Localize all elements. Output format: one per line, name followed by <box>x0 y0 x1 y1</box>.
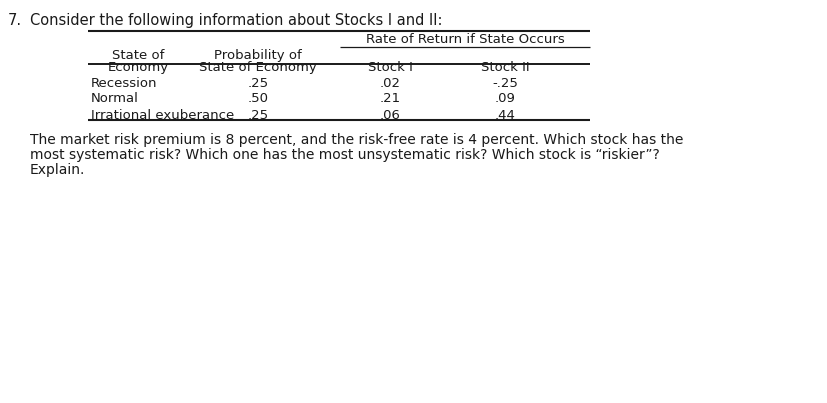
Text: .09: .09 <box>494 92 515 105</box>
Text: -.25: -.25 <box>491 77 518 90</box>
Text: .02: .02 <box>379 77 400 90</box>
Text: Recession: Recession <box>91 77 157 90</box>
Text: Consider the following information about Stocks I and II:: Consider the following information about… <box>30 13 442 28</box>
Text: The market risk premium is 8 percent, and the risk-free rate is 4 percent. Which: The market risk premium is 8 percent, an… <box>30 133 682 147</box>
Text: .44: .44 <box>494 109 515 122</box>
Text: Probability of: Probability of <box>214 49 302 62</box>
Text: .25: .25 <box>247 77 268 90</box>
Text: .06: .06 <box>379 109 400 122</box>
Text: Stock I: Stock I <box>367 61 412 74</box>
Text: Economy: Economy <box>108 61 169 74</box>
Text: Explain.: Explain. <box>30 163 85 177</box>
Text: .50: .50 <box>247 92 268 105</box>
Text: State of Economy: State of Economy <box>198 61 317 74</box>
Text: Stock II: Stock II <box>480 61 528 74</box>
Text: Rate of Return if State Occurs: Rate of Return if State Occurs <box>366 33 564 46</box>
Text: 7.: 7. <box>8 13 22 28</box>
Text: .25: .25 <box>247 109 268 122</box>
Text: most systematic risk? Which one has the most unsystematic risk? Which stock is “: most systematic risk? Which one has the … <box>30 148 659 162</box>
Text: Normal: Normal <box>91 92 139 105</box>
Text: State of: State of <box>112 49 164 62</box>
Text: .21: .21 <box>379 92 400 105</box>
Text: Irrational exuberance: Irrational exuberance <box>91 109 234 122</box>
